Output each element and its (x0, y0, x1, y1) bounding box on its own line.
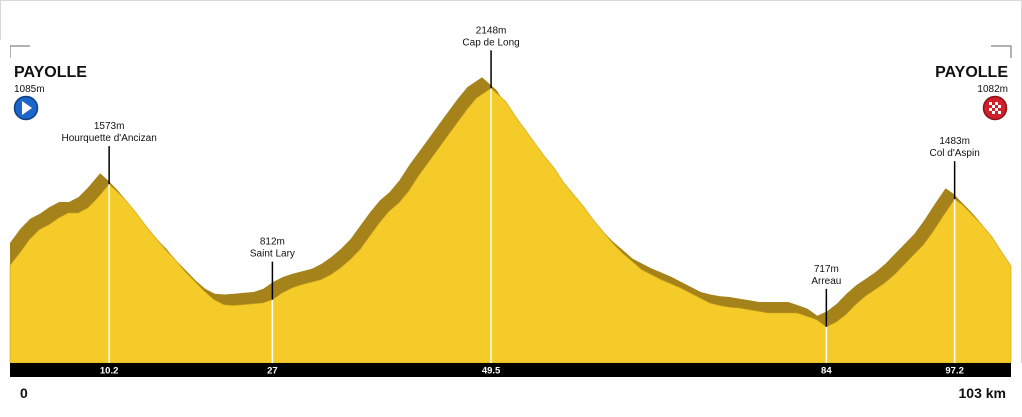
summit-altitude-label: 1573m (94, 121, 125, 132)
summit-altitude-label: 1483m (939, 136, 970, 147)
summit-name-label: Saint Lary (250, 249, 295, 260)
summit-altitude-label: 812m (260, 237, 285, 248)
right-corner-bracket (991, 45, 1012, 58)
start-town-name: PAYOLLE (14, 64, 87, 81)
distance-bar (10, 363, 1011, 377)
km-tick-label: 97.2 (945, 366, 964, 377)
km-tick-label: 10.2 (100, 366, 119, 377)
play-arrow-icon (13, 95, 39, 121)
summit-name-label: Hourquette d'Ancizan (61, 133, 156, 144)
summit-altitude-label: 717m (814, 264, 839, 275)
km-tick-label: 84 (821, 366, 832, 377)
checkered-flag-icon (982, 95, 1008, 121)
profile-area (9, 87, 1012, 364)
axis-start-label: 0 (20, 385, 28, 401)
km-tick-label: 27 (267, 366, 278, 377)
summit-name-label: Cap de Long (462, 37, 519, 48)
km-tick-label: 49.5 (482, 366, 501, 377)
finish-altitude: 1082m (977, 84, 1008, 95)
summit-name-label: Col d'Aspin (929, 148, 979, 159)
start-altitude: 1085m (14, 84, 45, 95)
summit-name-label: Arreau (811, 276, 841, 287)
finish-town-name: PAYOLLE (935, 64, 1008, 81)
axis-end-label: 103 km (959, 385, 1006, 401)
summit-altitude-label: 2148m (476, 25, 507, 36)
marker-layer: 10.2 27 49.5 84 97.2 (100, 88, 964, 377)
